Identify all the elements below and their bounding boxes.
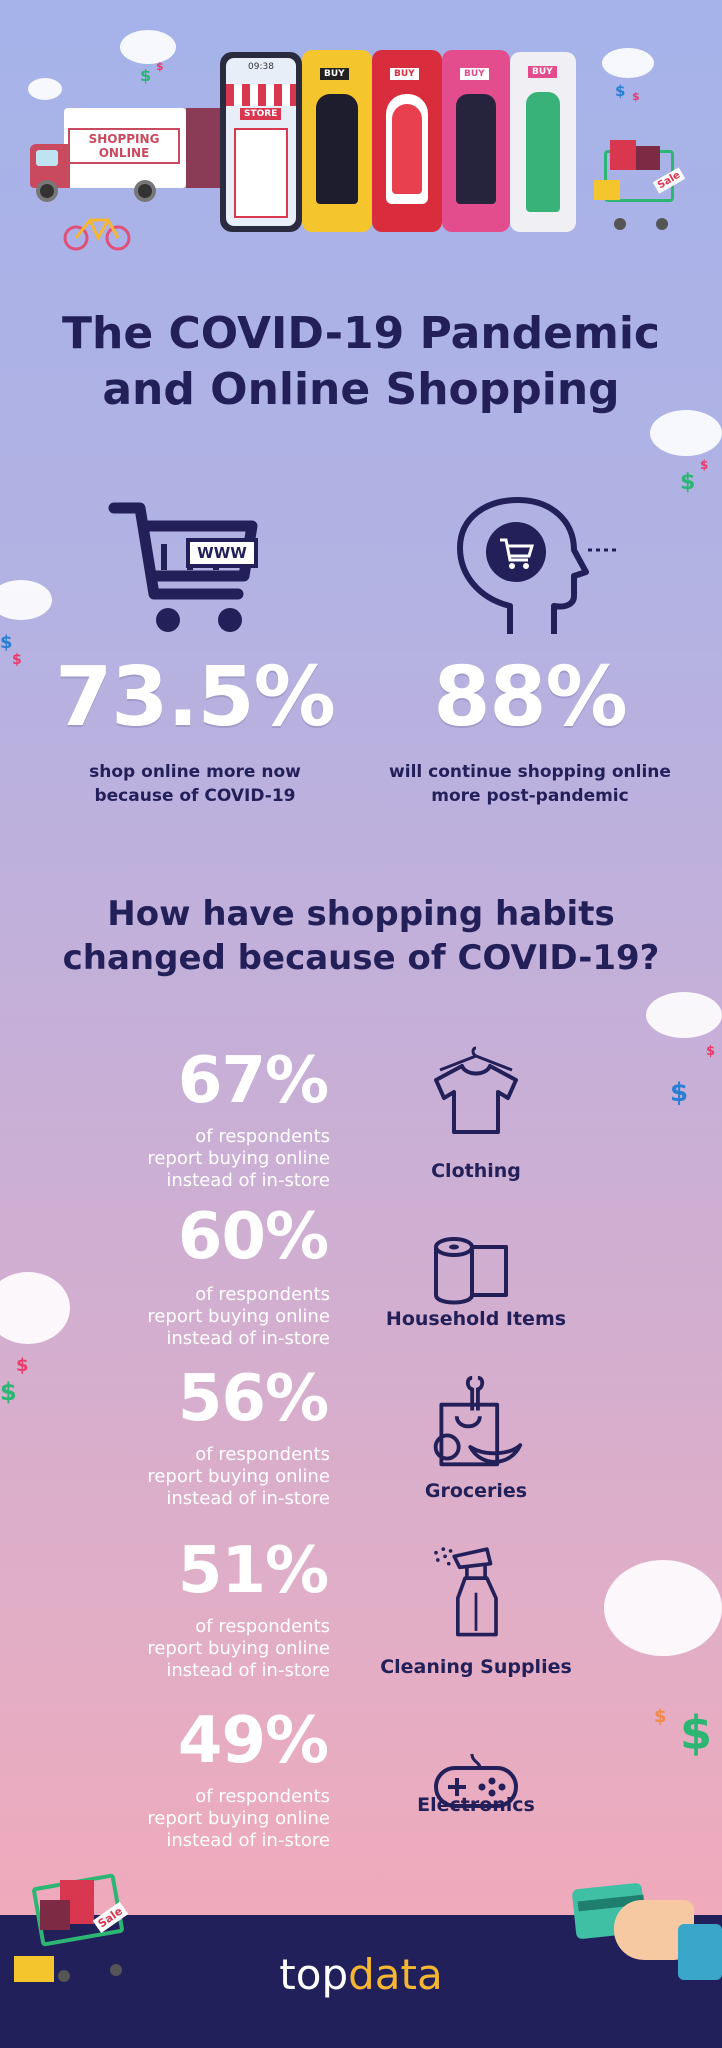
shopping-cart-www-icon — [108, 502, 258, 632]
head-cart-icon — [457, 497, 620, 634]
stat-caption: shop online more now because of COVID-19 — [40, 760, 350, 808]
habit-desc: of respondents report buying online inst… — [90, 1616, 330, 1682]
habit-desc-line3: instead of in-store — [166, 1488, 330, 1509]
topdata-logo: topdata — [0, 1950, 722, 1999]
habit-desc-line3: instead of in-store — [166, 1830, 330, 1851]
page-title: The COVID-19 Pandemic and Online Shoppin… — [0, 306, 722, 418]
habits-title-line2: changed because of COVID-19? — [62, 938, 660, 978]
buy-tag: BUY — [320, 68, 349, 80]
spray-bottle-icon — [434, 1547, 498, 1637]
habit-pct: 60% — [177, 1200, 329, 1274]
delivery-truck-icon: SHOPPING ONLINE — [30, 108, 220, 202]
hand-credit-card-icon — [571, 1880, 722, 1990]
stat-value: 73.5% — [55, 650, 335, 745]
buy-tag: BUY — [528, 66, 557, 78]
bicycle-icon — [63, 218, 131, 251]
header-illustration: SHOPPING ONLINE 09:38 STORE BUY BUY BUY … — [0, 0, 722, 270]
stat-caption-line1: will continue shopping online — [389, 762, 671, 782]
habit-pct: 67% — [177, 1044, 329, 1118]
habit-desc: of respondents report buying online inst… — [90, 1284, 330, 1350]
habit-category: Cleaning Supplies — [380, 1656, 572, 1678]
stat-caption-line2: more post-pandemic — [431, 786, 629, 806]
phone-green: BUY — [510, 52, 576, 232]
stat-continue-post-pandemic: 88% will continue shopping online more p… — [360, 494, 700, 814]
truck-sign-line1: SHOPPING — [88, 132, 160, 146]
habit-desc-line2: report buying online — [147, 1148, 330, 1169]
habit-pct: 56% — [177, 1362, 329, 1436]
stat-value: 88% — [433, 650, 627, 745]
title-line1: The COVID-19 Pandemic — [61, 308, 661, 359]
habit-category: Clothing — [431, 1160, 521, 1182]
habit-desc-line3: instead of in-store — [166, 1328, 330, 1349]
stat-shop-online-more: WWW 73.5% shop online more now because o… — [40, 494, 350, 814]
phone-red: BUY — [372, 50, 442, 232]
logo-data: data — [348, 1950, 443, 1999]
habit-desc: of respondents report buying online inst… — [90, 1126, 330, 1192]
habit-desc-line2: report buying online — [147, 1466, 330, 1487]
habit-desc-line2: report buying online — [147, 1808, 330, 1829]
shirt-icon — [434, 1046, 518, 1134]
shopping-cart-icon: Sale — [594, 140, 686, 240]
gamepad-icon — [434, 1753, 518, 1808]
stat-caption-line2: because of COVID-19 — [94, 786, 296, 806]
habit-desc-line3: instead of in-store — [166, 1170, 330, 1191]
store-awning — [226, 84, 296, 106]
habit-pct: 51% — [177, 1534, 329, 1608]
toilet-paper-icon — [434, 1237, 508, 1305]
habit-desc: of respondents report buying online inst… — [90, 1444, 330, 1510]
habit-desc: of respondents report buying online inst… — [90, 1786, 330, 1852]
logo-top: top — [279, 1950, 349, 1999]
habit-desc-line1: of respondents — [195, 1126, 330, 1147]
habit-pct: 49% — [177, 1704, 329, 1778]
title-line2: and Online Shopping — [102, 364, 620, 415]
stat-caption-line1: shop online more now — [89, 762, 301, 782]
phone-time: 09:38 — [248, 62, 274, 72]
truck-sign-line2: ONLINE — [98, 146, 150, 160]
phone-yellow: BUY — [302, 50, 372, 232]
stat-caption: will continue shopping online more post-… — [360, 760, 700, 808]
store-sign: STORE — [240, 108, 282, 120]
footer-shopping-cart-icon: Sale — [10, 1860, 140, 1990]
www-label: WWW — [197, 544, 247, 562]
habit-category: Groceries — [424, 1480, 528, 1502]
buy-tag: BUY — [460, 68, 489, 80]
phone-pink: BUY — [442, 50, 510, 232]
buy-tag: BUY — [390, 68, 419, 80]
habits-section-title: How have shopping habits changed because… — [0, 892, 722, 980]
habit-desc-line1: of respondents — [195, 1786, 330, 1807]
grocery-bag-icon — [433, 1375, 523, 1467]
habit-desc-line2: report buying online — [147, 1638, 330, 1659]
habit-desc-line2: report buying online — [147, 1306, 330, 1327]
habit-desc-line1: of respondents — [195, 1444, 330, 1465]
habits-title-line1: How have shopping habits — [107, 894, 615, 934]
habit-desc-line1: of respondents — [195, 1616, 330, 1637]
footer-bar — [0, 1915, 722, 2048]
habit-category: Electronics — [417, 1794, 535, 1816]
phone-store: 09:38 STORE — [220, 52, 302, 232]
habit-desc-line1: of respondents — [195, 1284, 330, 1305]
habit-desc-line3: instead of in-store — [166, 1660, 330, 1681]
truck-sign: SHOPPING ONLINE — [68, 128, 180, 164]
habit-category: Household Items — [385, 1308, 567, 1330]
